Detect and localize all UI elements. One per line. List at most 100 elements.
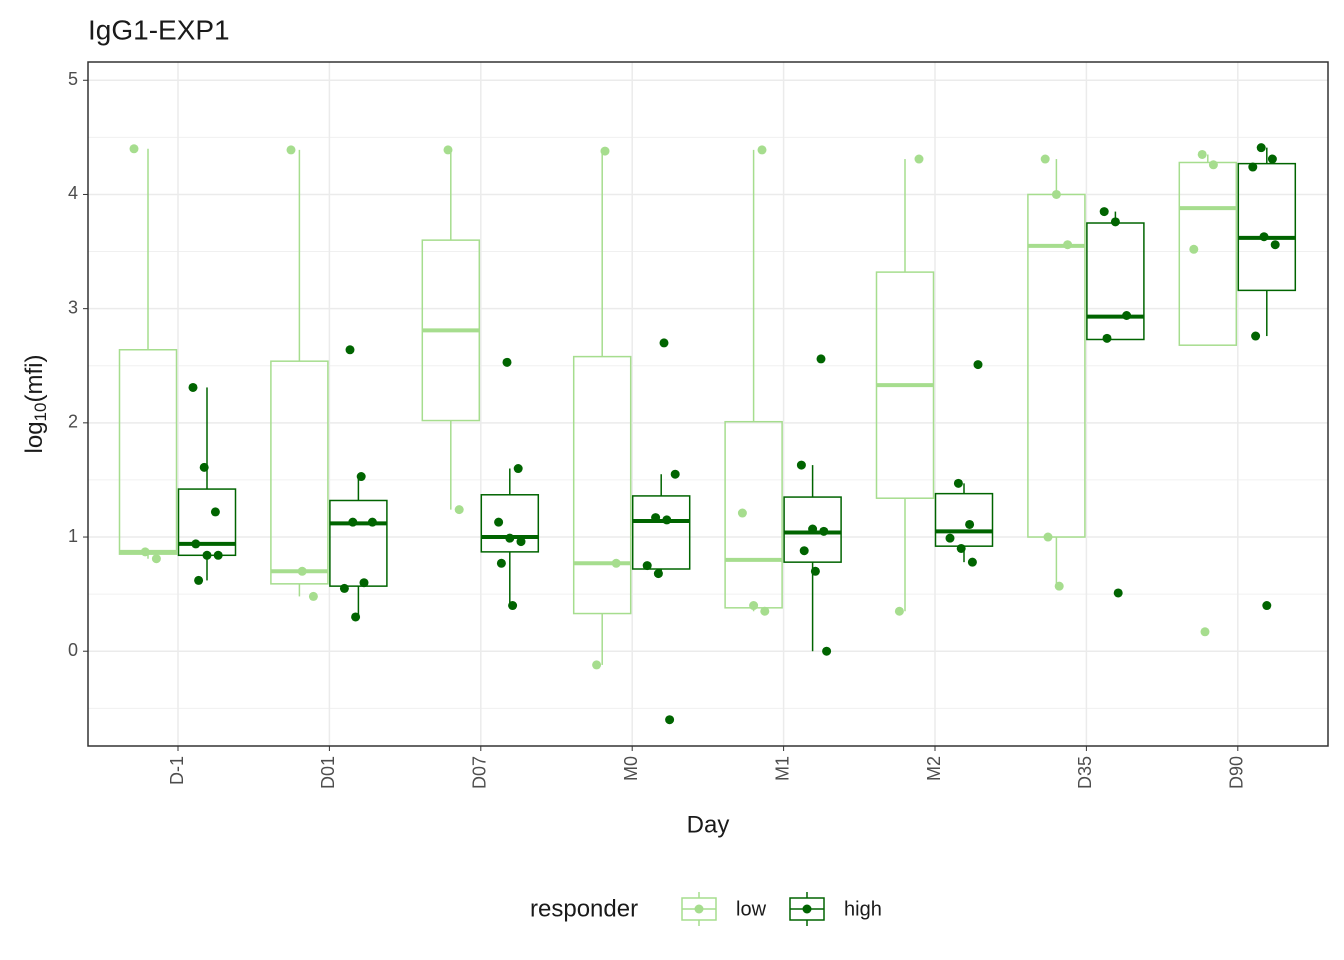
point <box>1051 189 1061 199</box>
legend-label: low <box>736 898 767 920</box>
x-tick-label: D90 <box>1227 756 1247 789</box>
y-tick-label: 1 <box>68 526 78 546</box>
point <box>1270 240 1280 250</box>
point <box>516 537 526 547</box>
point <box>651 513 661 523</box>
x-tick-label: D-1 <box>167 756 187 785</box>
point <box>1248 162 1258 172</box>
point <box>749 601 759 611</box>
y-axis-title-arg: (mfi) <box>21 355 48 403</box>
box <box>270 360 329 585</box>
point <box>502 357 512 367</box>
legend-label: high <box>844 898 882 920</box>
point <box>1063 240 1073 250</box>
point <box>359 578 369 588</box>
point <box>665 715 675 725</box>
point <box>1054 581 1064 591</box>
point <box>1040 154 1050 164</box>
y-tick-label: 0 <box>68 640 78 660</box>
point <box>1197 149 1207 159</box>
point <box>810 566 820 576</box>
point <box>822 646 832 656</box>
point <box>1110 217 1120 227</box>
point <box>199 462 209 472</box>
point <box>191 539 201 549</box>
point <box>213 550 223 560</box>
legend-title: responder <box>530 895 638 922</box>
point <box>1259 232 1269 242</box>
point <box>592 660 602 670</box>
box <box>572 355 632 615</box>
point <box>1267 154 1277 164</box>
point <box>670 469 680 479</box>
y-tick-label: 2 <box>68 412 78 432</box>
point <box>348 517 358 527</box>
point <box>659 338 669 348</box>
point <box>737 508 747 518</box>
point <box>1256 143 1266 153</box>
point <box>956 543 966 553</box>
x-tick-label: M1 <box>772 756 792 781</box>
point <box>188 382 198 392</box>
box <box>1086 222 1145 341</box>
point <box>1113 588 1123 598</box>
point <box>202 550 212 560</box>
point <box>611 558 621 568</box>
point <box>508 601 518 611</box>
point <box>953 478 963 488</box>
point <box>760 606 770 616</box>
point <box>757 145 767 155</box>
box <box>631 495 691 570</box>
point <box>513 464 523 474</box>
point <box>1102 333 1112 343</box>
point <box>1251 331 1261 341</box>
point <box>505 533 515 543</box>
y-tick-label: 4 <box>68 183 78 203</box>
chart-title: IgG1-EXP1 <box>88 14 230 45</box>
box <box>1178 161 1238 346</box>
point <box>799 546 809 556</box>
plot-border <box>87 61 1329 747</box>
point <box>356 472 366 482</box>
point <box>496 558 506 568</box>
point <box>808 524 818 534</box>
point <box>1200 627 1210 637</box>
point <box>210 507 220 517</box>
point <box>297 566 307 576</box>
point <box>1262 601 1272 611</box>
point <box>286 145 296 155</box>
point <box>945 533 955 543</box>
x-tick-label: D07 <box>470 756 490 789</box>
x-axis-title: Day <box>687 811 730 838</box>
y-tick-label: 3 <box>68 297 78 317</box>
x-tick-label: D01 <box>318 756 338 789</box>
point <box>653 569 663 579</box>
x-tick-label: M2 <box>924 756 944 781</box>
box <box>724 420 783 609</box>
box <box>783 496 842 563</box>
point <box>965 519 975 529</box>
point <box>1208 160 1218 170</box>
legend-key-point <box>802 904 812 914</box>
box <box>480 494 540 553</box>
point <box>1043 532 1053 542</box>
point <box>796 460 806 470</box>
y-axis-title-base: log <box>21 421 48 453</box>
y-axis-title-subscript: 10 <box>31 403 50 422</box>
point <box>816 354 826 364</box>
x-tick-label: M0 <box>621 756 641 781</box>
point <box>443 145 453 155</box>
point <box>894 606 904 616</box>
legend-key-point <box>694 904 704 914</box>
point <box>642 561 652 571</box>
point <box>914 154 924 164</box>
point <box>351 612 361 622</box>
point <box>129 144 139 154</box>
point <box>308 591 318 601</box>
box <box>329 499 388 587</box>
y-axis-title: log10(mfi) <box>21 355 50 454</box>
point <box>662 515 672 525</box>
point <box>600 146 610 156</box>
point <box>454 505 464 515</box>
